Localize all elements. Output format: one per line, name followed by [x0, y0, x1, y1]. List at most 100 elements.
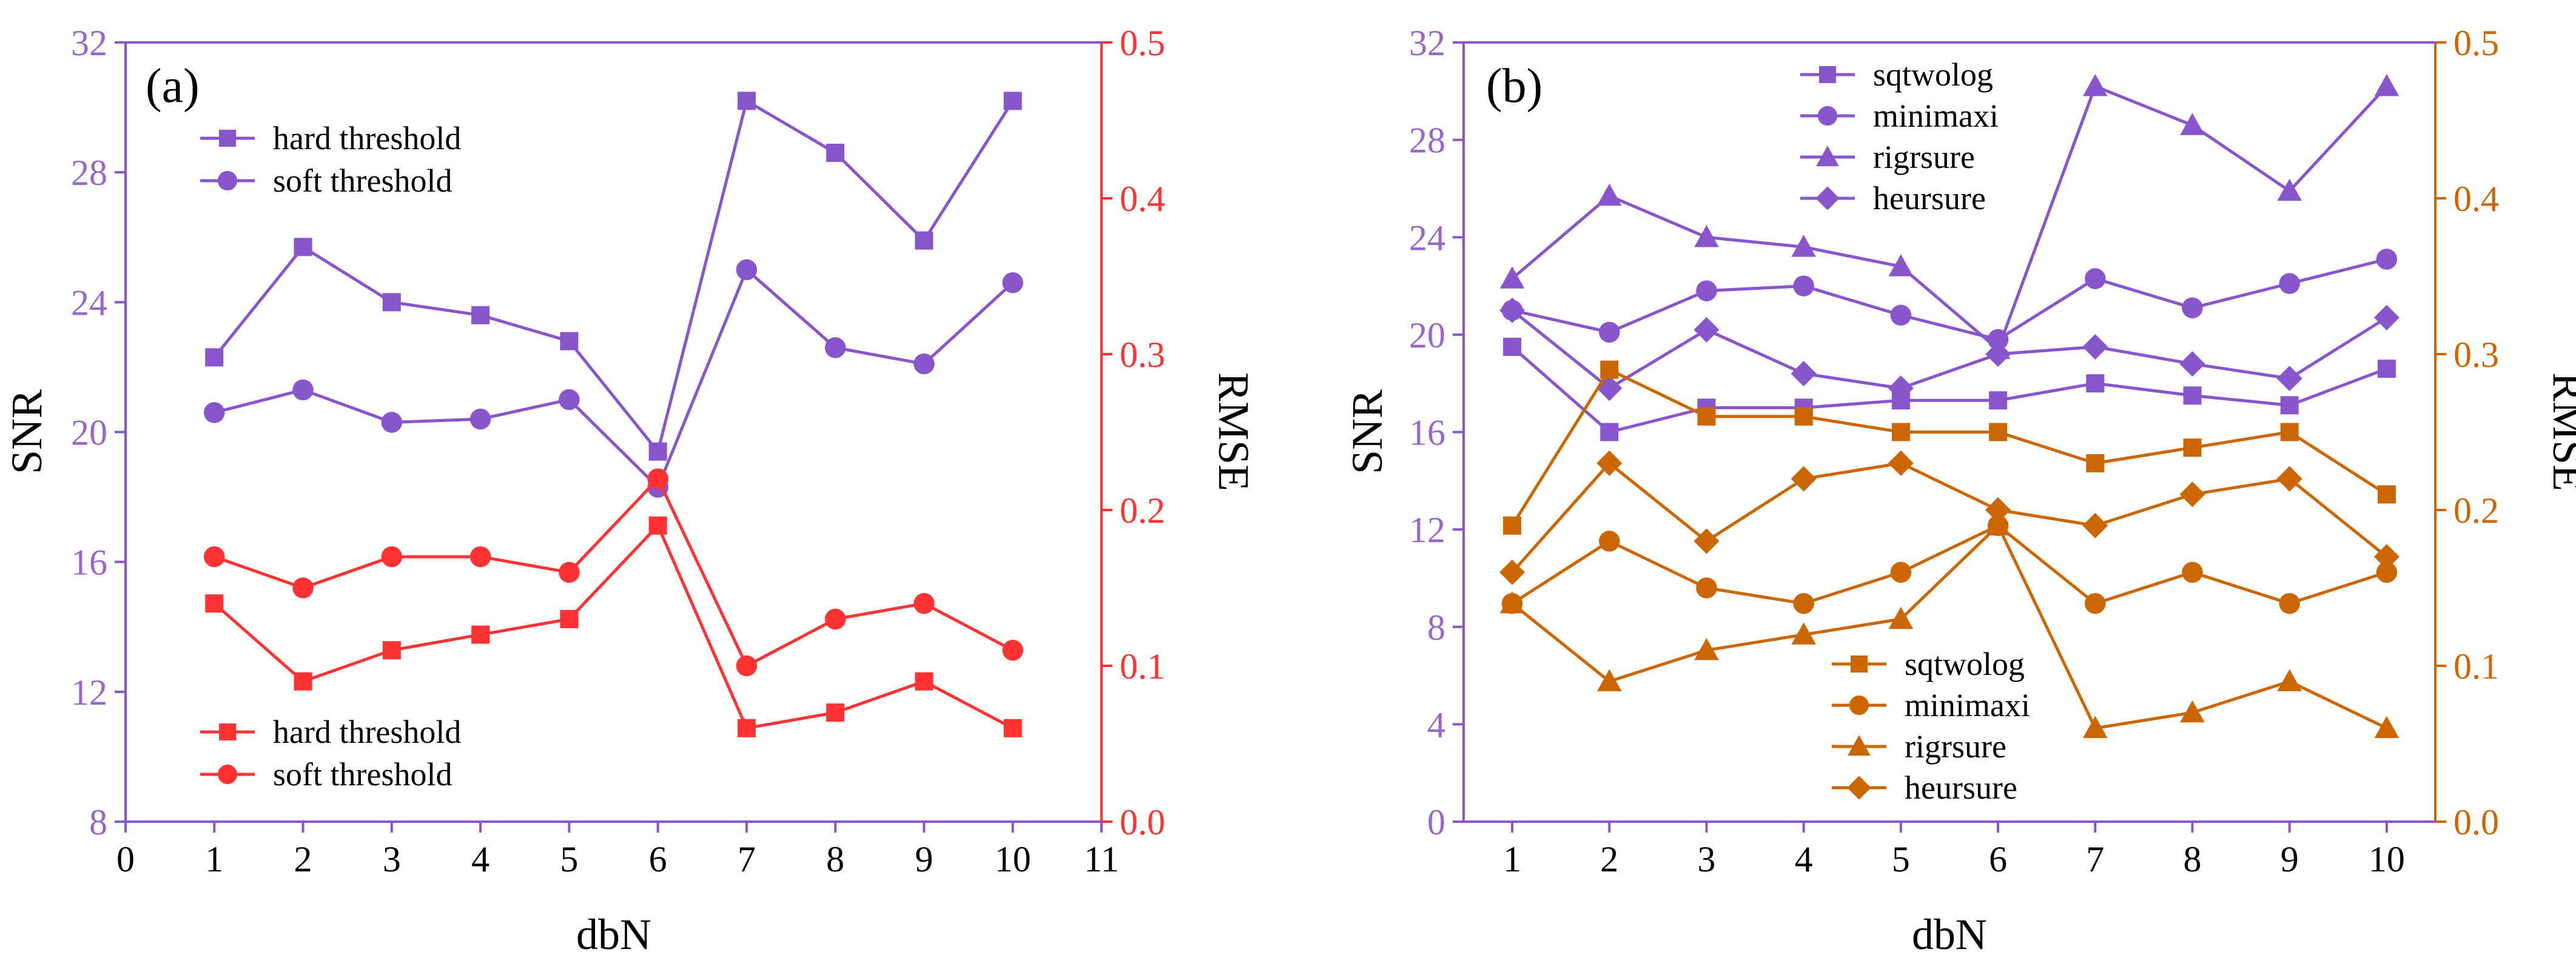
panel-a-point-soft-threshold-left	[1002, 272, 1023, 293]
panel-a-legend-label: soft threshold	[273, 163, 452, 199]
panel-a-x-tick-label: 9	[915, 839, 933, 879]
panel-a-point-hard-threshold-left	[737, 92, 756, 110]
panel-a-point-soft-threshold-right	[1002, 640, 1023, 661]
panel-b-point-heursure-right	[1888, 450, 1914, 476]
panel-b-point-rigrsure-left	[1597, 183, 1622, 206]
panel-b-x-tick-label: 9	[2281, 839, 2299, 879]
panel-b-legend-marker	[1849, 695, 1869, 716]
panel-a-legend-marker	[219, 723, 236, 740]
panel-b-point-minimaxi-right	[1890, 562, 1912, 583]
panel-b-point-minimaxi-right	[2085, 592, 2106, 614]
panel-b-point-sqtwolog-right	[2086, 454, 2105, 472]
panel-b-y-left-tick-label: 24	[1409, 218, 1445, 258]
panel-b-point-minimaxi-left	[1696, 280, 1717, 301]
panel-b-series-line-rigrsure-right	[1511, 523, 2387, 730]
panel-b-point-rigrsure-left	[2180, 113, 2205, 135]
panel-a-y-right-tick-label: 0.2	[1120, 491, 1165, 531]
panel-b-x-tick-label: 10	[2369, 839, 2405, 879]
panel-b-point-heursure-left	[2373, 304, 2399, 330]
panel-b-point-sqtwolog-left	[2086, 374, 2105, 393]
panel-a-x-tick-label: 5	[560, 839, 578, 879]
panel-b-y-right-tick-label: 0.1	[2453, 646, 2499, 686]
panel-b-point-heursure-right	[1596, 450, 1623, 476]
panel-b-point-minimaxi-right	[2376, 562, 2398, 583]
panel-b-point-minimaxi-right	[2279, 592, 2300, 614]
panel-a-point-hard-threshold-left	[648, 442, 667, 461]
panel-a-y-left-title: SNR	[2, 389, 51, 474]
panel-a-point-hard-threshold-left	[382, 293, 401, 312]
panel-b-y-left-title: SNR	[1343, 389, 1391, 474]
panel-a-y-left-tick-label: 20	[71, 413, 107, 453]
panel-b-point-heursure-left	[2179, 351, 2205, 377]
panel-a-series-line-soft-threshold-right	[214, 476, 1014, 668]
panel-a-point-soft-threshold-right	[469, 546, 491, 568]
panel-b-point-heursure-right	[1791, 466, 1817, 492]
panel-b-point-heursure-right	[2179, 481, 2205, 508]
panel-a-x-tick-label: 3	[383, 839, 401, 879]
panel-b-x-tick-label: 8	[2184, 839, 2202, 879]
panel-b-series-line-minimaxi-right	[1511, 523, 2387, 605]
panel-b-point-rigrsure-right	[1791, 622, 1816, 645]
panel-b-series-line-sqtwolog-left	[1511, 346, 2387, 434]
panel-b-label: (b)	[1486, 59, 1542, 113]
panel-b-point-rigrsure-left	[1888, 254, 1914, 277]
panel-a-point-hard-threshold-right	[1003, 719, 1022, 737]
panel-b-point-rigrsure-right	[1597, 669, 1622, 691]
panel-a-x-axis-title: dbN	[576, 910, 651, 959]
panel-a-point-soft-threshold-left	[381, 412, 403, 433]
panel-b-point-minimaxi-left	[2085, 268, 2106, 289]
panel-a-y-left-tick-label: 24	[71, 283, 107, 323]
panel-a-x-tick-label: 6	[649, 839, 667, 879]
panel-b-point-heursure-right	[2373, 544, 2399, 570]
panel-b-point-sqtwolog-left	[2377, 360, 2396, 378]
panel-b-point-minimaxi-left	[2279, 273, 2300, 294]
panel-a-series-line-hard-threshold-right	[213, 523, 1014, 730]
panel-b-y-left-tick-label: 12	[1409, 510, 1445, 550]
panel-b-legend-marker	[1848, 735, 1871, 756]
panel-b-point-minimaxi-left	[1599, 321, 1620, 343]
panel-b-point-minimaxi-right	[1696, 577, 1717, 599]
panel-a-point-hard-threshold-left	[560, 332, 579, 351]
panel-b-y-left-tick-label: 8	[1427, 608, 1445, 648]
panel-a-point-soft-threshold-right	[204, 546, 225, 568]
panel-b-y-left-tick-label: 4	[1427, 705, 1445, 745]
panel-a-x-tick-label: 7	[738, 839, 756, 879]
panel-b-point-rigrsure-right	[1499, 591, 1525, 614]
panel-b-point-heursure-right	[1693, 528, 1720, 554]
panel-b-point-minimaxi-right	[1793, 592, 1814, 614]
panel-b-point-sqtwolog-right	[2377, 485, 2396, 504]
panel-b-y-right-title: RMSE	[2544, 372, 2576, 491]
panel-b-point-heursure-right	[2082, 512, 2108, 538]
panel-b-point-sqtwolog-right	[1503, 516, 1522, 535]
panel-b-point-minimaxi-left	[2376, 249, 2398, 270]
panel-a-series-line-hard-threshold-left	[213, 98, 1014, 455]
panel-a-point-soft-threshold-right	[736, 655, 758, 677]
panel-b-point-sqtwolog-right	[1794, 407, 1813, 426]
panel-b-legend-label: sqtwolog	[1873, 56, 1993, 93]
panel-a-x-tick-label: 8	[826, 839, 844, 879]
panel-a-legend-label: hard threshold	[273, 120, 461, 156]
panel-b-point-rigrsure-right	[2180, 700, 2205, 723]
panel-b-x-tick-label: 3	[1698, 839, 1716, 879]
panel-a-point-soft-threshold-right	[913, 592, 935, 614]
panel-a-y-right-tick-label: 0.3	[1120, 335, 1165, 375]
panel-a-y-right-tick-label: 0.4	[1120, 179, 1165, 219]
panel-a-point-hard-threshold-right	[205, 594, 224, 613]
panel-b-point-sqtwolog-right	[1891, 423, 1910, 441]
panel-a-point-hard-threshold-left	[826, 144, 845, 163]
panel-b-point-sqtwolog-left	[1503, 337, 1522, 356]
panel-b-point-heursure-right	[1499, 559, 1525, 585]
panel-a-point-hard-threshold-right	[826, 703, 845, 722]
panel-a-y-left-tick-label: 16	[71, 543, 107, 583]
panel-b-y-right-tick-label: 0.2	[2453, 491, 2499, 531]
panel-a-point-hard-threshold-left	[915, 231, 933, 250]
panel-a-point-hard-threshold-left	[294, 238, 312, 257]
panel-a-y-right-tick-label: 0.5	[1120, 23, 1165, 63]
panel-b-point-minimaxi-right	[2182, 562, 2203, 583]
panel-b-point-sqtwolog-right	[1697, 407, 1716, 426]
panel-b-chart: 1 2 3 4 5 6 7 8 9 100481216202428320.00.10.20.30.…	[1343, 23, 2576, 959]
panel-a-point-soft-threshold-left	[824, 337, 846, 358]
panel-a-point-soft-threshold-right	[381, 546, 403, 568]
panel-b-series-line-heursure-left	[1511, 309, 2388, 391]
panel-b-point-sqtwolog-left	[2280, 396, 2299, 415]
